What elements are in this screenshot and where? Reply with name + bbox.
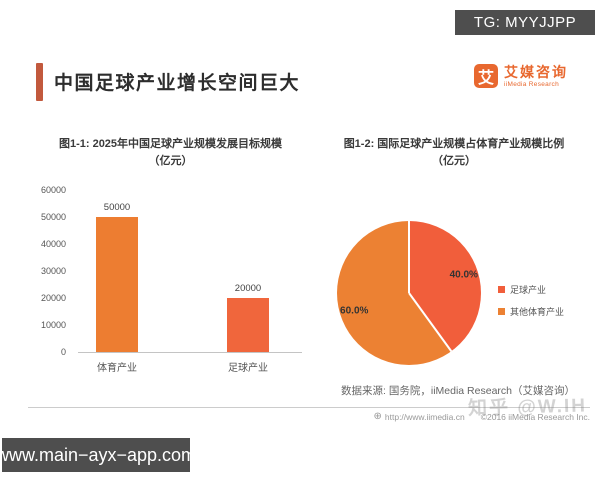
tg-badge: TG: MYYJJPP	[455, 10, 595, 35]
y-axis-tick-label: 50000	[40, 212, 66, 222]
bar-chart-y-axis: 0 10000 20000 30000 40000 50000 60000	[28, 185, 70, 357]
brand-subtitle: iiMedia Research	[504, 81, 560, 88]
pie-chart-unit: （亿元）	[432, 155, 476, 167]
legend-label: 足球产业	[510, 285, 547, 295]
pie-chart-legend: 足球产业其他体育产业	[498, 283, 564, 327]
legend-label: 其他体育产业	[510, 307, 565, 317]
legend-marker	[498, 308, 505, 315]
pie-slice-divider	[408, 221, 410, 293]
y-axis-tick-label: 0	[60, 347, 66, 357]
report-title: 中国足球产业增长空间巨大	[54, 73, 301, 94]
pie-chart-title-line: 图1-2: 国际足球产业规模占体育产业规模比例	[343, 138, 565, 150]
footer: ⊕ http://www.iimedia.cn ©2016 iiMedia Re…	[374, 411, 591, 422]
y-axis-tick-label: 10000	[40, 320, 66, 330]
y-axis-tick-label: 40000	[40, 239, 66, 249]
globe-icon: ⊕	[373, 411, 382, 422]
bar-chart-unit: （亿元）	[148, 155, 193, 167]
bar-category-label: 体育产业	[97, 363, 137, 374]
y-axis-tick-label: 30000	[40, 266, 66, 276]
bar-value-label: 50000	[103, 202, 131, 213]
bar-chart-title: 图1-1: 2025年中国足球产业规模发展目标规模 （亿元）	[38, 136, 303, 170]
footer-copyright: ©2016 iiMedia Research Inc.	[480, 411, 590, 422]
data-source-note: 数据来源: 国务院，iiMedia Research（艾媒咨询）	[341, 385, 575, 397]
bar-chart-title-line: 图1-1: 2025年中国足球产业规模发展目标规模	[58, 138, 283, 150]
y-axis-tick-label: 20000	[40, 293, 66, 303]
bar-value-label: 20000	[234, 283, 262, 294]
bar-column	[96, 217, 138, 352]
brand-logo-icon: 艾	[474, 64, 498, 88]
bar-column	[227, 298, 269, 352]
pie-chart: 40.0% 60.0%	[337, 221, 481, 365]
footer-url: http://www.iimedia.cn	[384, 411, 465, 422]
footer-divider	[28, 407, 590, 408]
bar-chart-plot: 50000 20000	[78, 190, 302, 353]
brand-logo: 艾 艾媒咨询 iiMedia Research	[474, 64, 568, 88]
legend-item: 其他体育产业	[498, 305, 564, 318]
legend-item: 足球产业	[498, 283, 564, 296]
brand-logo-text: 艾媒咨询 iiMedia Research	[504, 64, 568, 88]
bar-chart-x-axis: 体育产业 足球产业	[78, 359, 302, 374]
y-axis-tick-label: 60000	[40, 185, 66, 195]
site-badge: www.main−ayx−app.com	[0, 438, 196, 472]
pie-slice-divider	[408, 292, 453, 352]
pie-slice-label: 40.0%	[449, 269, 478, 281]
watermark: 知乎 @W.IH	[467, 395, 588, 420]
pie-slice-label: 60.0%	[340, 305, 369, 317]
bar-category-label: 足球产业	[228, 363, 268, 374]
pie-chart-title: 图1-2: 国际足球产业规模占体育产业规模比例 （亿元）	[318, 136, 590, 170]
legend-marker	[498, 286, 505, 293]
title-accent-bar	[36, 63, 43, 101]
brand-name: 艾媒咨询	[504, 64, 568, 80]
